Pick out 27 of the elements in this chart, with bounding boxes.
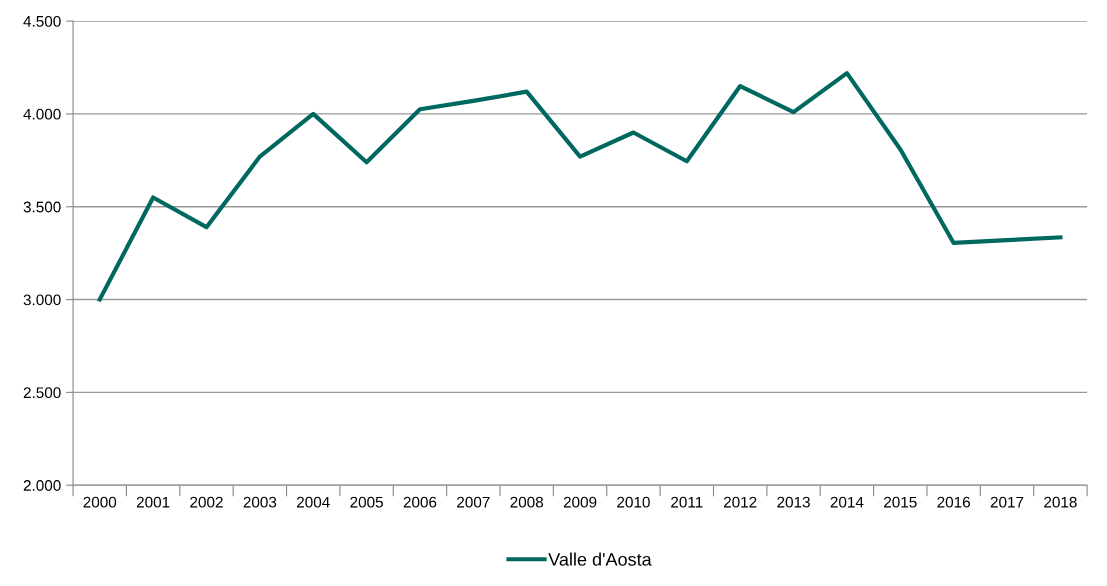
- x-tick-label: 2010: [617, 496, 650, 508]
- x-tick-label: 2013: [777, 496, 810, 508]
- x-tick-label: 2009: [563, 496, 597, 508]
- x-tick-label: 2001: [136, 496, 170, 508]
- x-tick-label: 2007: [457, 496, 490, 508]
- x-tick-label: 2015: [884, 496, 917, 508]
- x-tick-label: 2004: [297, 496, 330, 508]
- y-tick-label: 3.500: [23, 201, 61, 213]
- y-tick-label: 3.000: [23, 294, 61, 306]
- y-tick-label: 2.000: [23, 480, 61, 491]
- line-series: [97, 70, 1063, 302]
- x-tick-label: 2012: [723, 496, 757, 508]
- x-tick-label: 2018: [1044, 496, 1077, 508]
- legend-label: Valle d'Aosta: [548, 552, 652, 566]
- x-tick-label: 2017: [990, 496, 1024, 508]
- x-tick-label: 2002: [190, 496, 223, 508]
- y-tick-label: 4.000: [23, 108, 61, 120]
- x-tick-label: 2014: [830, 496, 864, 508]
- x-tick-label: 2000: [83, 496, 117, 508]
- x-tick-label: 2008: [510, 496, 544, 508]
- x-tick-label: 2005: [350, 496, 383, 508]
- x-tick-label: 2016: [937, 496, 970, 508]
- y-tick-label: 4.500: [23, 15, 61, 27]
- y-tick-label: 2.500: [23, 387, 61, 399]
- x-tick-label: 2003: [243, 496, 277, 508]
- x-tick-label: 2006: [403, 496, 437, 508]
- x-tick-label: 2011: [671, 496, 703, 508]
